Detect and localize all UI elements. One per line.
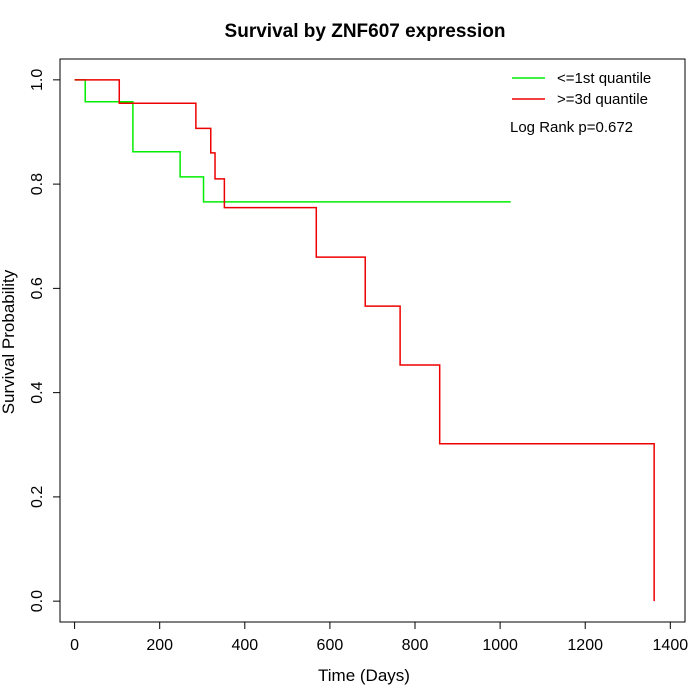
series-layer [74, 79, 655, 602]
legend-label-high: >=3d quantile [557, 91, 648, 108]
y-tick-label: 0.6 [29, 277, 46, 299]
x-axis-label: Time (Days) [318, 666, 410, 685]
x-tick-label: 800 [402, 637, 429, 654]
survival-curve-high [74, 79, 655, 602]
log-rank-annotation: Log Rank p=0.672 [510, 119, 633, 136]
y-tick-label: 0.8 [29, 173, 46, 195]
y-axis-label: Survival Probability [0, 269, 18, 414]
x-tick-label: 1200 [567, 637, 603, 654]
y-tick-label: 0.4 [29, 381, 46, 403]
y-tick-label: 1.0 [29, 69, 46, 91]
x-tick-label: 1400 [653, 637, 689, 654]
x-tick-label: 400 [231, 637, 258, 654]
chart-title: Survival by ZNF607 expression [225, 21, 506, 42]
x-tick-label: 600 [317, 637, 344, 654]
x-axis: 0 200 400 600 800 1000 1200 1400 [70, 621, 689, 654]
x-tick-label: 1000 [482, 637, 518, 654]
legend: <=1st quantile >=3d quantile Log Rank p=… [510, 70, 651, 136]
y-axis: 0.0 0.2 0.4 0.6 0.8 1.0 [29, 69, 61, 612]
x-tick-label: 200 [146, 637, 173, 654]
survival-curve-low [74, 79, 511, 203]
x-tick-label: 0 [70, 637, 79, 654]
legend-label-low: <=1st quantile [557, 70, 651, 87]
y-tick-label: 0.2 [29, 486, 46, 508]
y-tick-label: 0.0 [29, 590, 46, 612]
